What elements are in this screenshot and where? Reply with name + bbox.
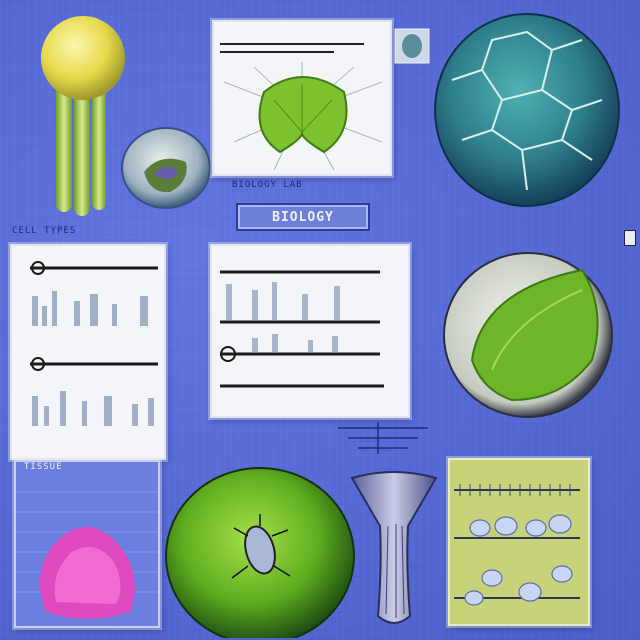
spore-bulb-icon bbox=[121, 127, 211, 209]
green-cell-disc-icon bbox=[443, 252, 613, 418]
magenta-tissue-panel bbox=[14, 460, 160, 628]
left-bar-panel bbox=[10, 244, 166, 460]
specimen-thumbnail-icon bbox=[394, 28, 430, 64]
bottom-left-panel-caption: TISSUE bbox=[24, 462, 63, 472]
top-panel-caption: BIOLOGY LAB bbox=[232, 180, 303, 190]
funnel-vessel-icon bbox=[350, 471, 438, 624]
top-left-strip-caption: CELL TYPES bbox=[12, 226, 77, 236]
center-bar-panel bbox=[210, 244, 410, 418]
microbe-sphere-icon bbox=[165, 467, 355, 638]
edge-marker bbox=[624, 230, 636, 246]
connector-lines-icon bbox=[338, 422, 428, 454]
cracked-cell-sphere-icon bbox=[434, 13, 620, 207]
lab-shelf-icon bbox=[448, 458, 590, 626]
title-badge: BIOLOGY bbox=[236, 203, 370, 231]
leaf-section-panel bbox=[212, 20, 392, 176]
mushroom-specimen-icon bbox=[41, 16, 125, 216]
